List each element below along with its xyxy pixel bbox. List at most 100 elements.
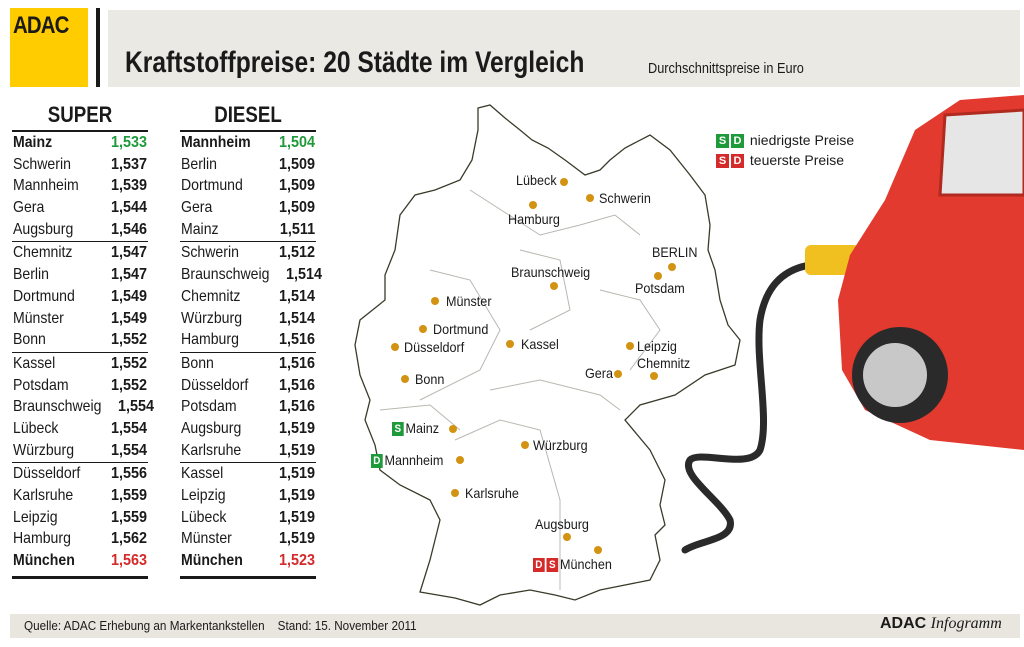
price: 1,516 [278,398,315,416]
city-name: Karlsruhe [181,441,242,459]
table-row: Kassel 1,519 [180,463,316,485]
price: 1,504 [278,134,315,151]
table-row: Mannheim 1,504 [180,132,316,154]
subtitle: Durchschnittspreise in Euro [648,60,804,77]
city-label: Hamburg [508,211,560,227]
city-name: Hamburg [13,530,71,548]
city-name: Lübeck [13,419,59,437]
city-dot [449,425,457,433]
price: 1,519 [278,487,315,504]
city-name: Hamburg [181,331,239,349]
table-row: Mainz 1,533 [12,132,148,154]
table-row: Lübeck 1,519 [180,507,316,529]
city-dot [431,297,439,305]
super-title: SUPER [47,102,113,127]
city-name: Mannheim [13,177,79,195]
city-label: Bonn [415,371,445,387]
table-row: Dortmund 1,549 [12,286,148,308]
source-note: Quelle: ADAC Erhebung an Markentankstell… [24,618,417,633]
price: 1,537 [110,155,147,173]
city-name: Mainz [181,220,219,238]
price: 1,552 [110,331,147,349]
price: 1,563 [110,552,147,570]
city-name: Kassel [13,354,56,372]
table-row: Düsseldorf 1,516 [180,375,316,397]
city-name: Augsburg [181,419,242,437]
city-name: Leipzig [13,508,58,526]
city-name: Augsburg [13,220,74,238]
city-name: Gera [13,199,45,217]
table-row: Karlsruhe 1,559 [12,485,148,507]
table-row: Leipzig 1,519 [180,485,316,507]
table-row: Hamburg 1,516 [180,329,316,351]
price: 1,519 [278,465,315,483]
price: 1,509 [278,177,315,195]
table-row: München 1,523 [180,550,316,572]
city-label: Schwerin [599,190,651,206]
city-dot [401,375,409,383]
city-dot [650,372,658,380]
city-name: Braunschweig [13,398,102,416]
price: 1,514 [278,287,315,305]
nozzle-icon [805,245,860,275]
price: 1,549 [110,287,147,305]
price-badge: S [392,422,404,436]
city-name: Braunschweig [181,266,270,284]
city-name: Münster [13,309,64,327]
table-row: Würzburg 1,554 [12,440,148,462]
price: 1,516 [278,354,315,372]
header-bar [108,10,1020,87]
city-name: Dortmund [13,287,75,305]
price: 1,554 [110,419,147,437]
table-row: Berlin 1,509 [180,154,316,176]
price: 1,516 [278,331,315,349]
city-label: Leipzig [637,338,677,354]
price: 1,554 [117,398,154,416]
price: 1,519 [278,441,315,459]
city-label: Braunschweig [511,264,591,280]
price: 1,539 [110,177,147,195]
price: 1,523 [278,552,315,570]
table-row: Berlin 1,547 [12,264,148,286]
city-label: Potsdam [635,280,685,296]
table-row: Gera 1,509 [180,197,316,219]
city-name: Bonn [181,354,214,372]
city-label: Gera [585,365,614,381]
city-dot [451,489,459,497]
city-name: Leipzig [181,487,226,504]
city-dot [391,343,399,351]
price-badge: D [371,454,383,468]
price: 1,533 [110,134,147,151]
table-row: Schwerin 1,512 [180,242,316,264]
table-row: Bonn 1,552 [12,329,148,351]
city-name: Bonn [13,331,46,349]
price: 1,552 [110,376,147,394]
price-badge: S [546,558,559,572]
city-name: Dortmund [181,177,243,195]
price: 1,562 [110,530,147,548]
price: 1,512 [278,244,315,262]
table-row: Düsseldorf 1,556 [12,463,148,485]
diesel-title: DIESEL [214,102,282,127]
city-name: Chemnitz [181,287,241,305]
city-name: Kassel [181,465,224,483]
table-row: Hamburg 1,562 [12,528,148,550]
price: 1,547 [110,266,147,284]
price: 1,546 [110,220,147,238]
table-row: Karlsruhe 1,519 [180,440,316,462]
price: 1,514 [285,266,322,284]
table-row: Münster 1,519 [180,528,316,550]
price: 1,559 [110,487,147,504]
city-name: Würzburg [13,441,75,459]
city-dot [586,194,594,202]
city-name: Berlin [13,266,49,284]
city-dot [521,441,529,449]
brand: ADAC Infogramm [880,615,1002,632]
table-row: Gera 1,544 [12,197,148,219]
city-label: Dortmund [433,321,489,337]
city-name: Düsseldorf [181,376,249,394]
city-name: Würzburg [181,309,243,327]
